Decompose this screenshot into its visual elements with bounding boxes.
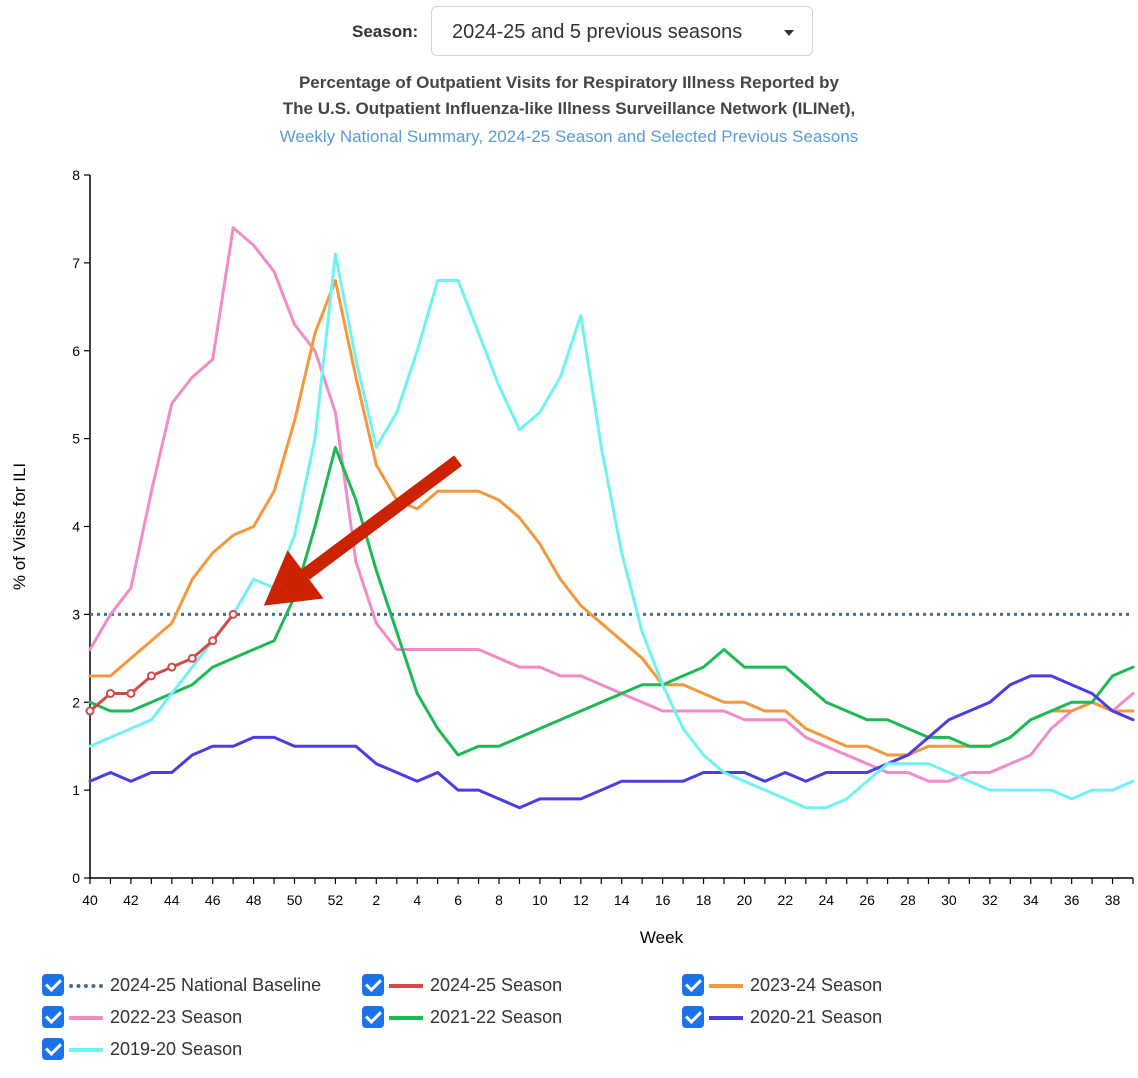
series-line-2020-21-season [88, 674, 1135, 810]
data-point-2024-25-season [228, 609, 238, 619]
season-label: Season: [352, 22, 419, 41]
legend-swatch [389, 1016, 423, 1020]
x-tick-label: 44 [164, 892, 180, 908]
legend-swatch [69, 1048, 103, 1052]
x-tick-label: 26 [859, 892, 875, 908]
data-point-2024-25-season [105, 688, 115, 698]
series-line-2021-22-season [88, 445, 1135, 757]
data-point-2024-25-season [146, 671, 156, 681]
legend-swatch [69, 984, 103, 988]
x-tick-label: 46 [205, 892, 221, 908]
legend-swatch [389, 984, 423, 988]
x-tick-label: 22 [778, 892, 794, 908]
legend-label: 2019-20 Season [110, 1039, 243, 1059]
legend: 2024-25 National Baseline 2024-25 Season 2… [0, 968, 1138, 1078]
series-line-2023-24-season [88, 279, 1135, 757]
checkbox-checked-icon[interactable] [682, 974, 704, 996]
chart-title-line2: The U.S. Outpatient Influenza-like Illne… [282, 99, 856, 118]
x-tick-label: 10 [532, 892, 548, 908]
checkbox-checked-icon[interactable] [42, 1006, 64, 1028]
checkbox-checked-icon[interactable] [362, 974, 384, 996]
legend-item-2024-25-season[interactable]: 2024-25 Season [362, 972, 662, 998]
legend-swatch [69, 1016, 103, 1020]
x-tick-label: 34 [1023, 892, 1039, 908]
chart-title-line1: Percentage of Outpatient Visits for Resp… [298, 73, 840, 92]
y-tick-label: 8 [72, 167, 80, 183]
y-tick-label: 1 [72, 782, 80, 798]
legend-label: 2020-21 Season [750, 1007, 883, 1027]
y-axis-label: % of Visits for ILI [10, 463, 29, 590]
x-tick-label: 2 [372, 892, 380, 908]
legend-label: 2024-25 Season [430, 975, 563, 995]
x-tick-label: 52 [328, 892, 344, 908]
x-tick-label: 50 [287, 892, 303, 908]
data-point-2024-25-season [208, 636, 218, 646]
legend-swatch [709, 984, 743, 988]
season-row: Season: 2024-25 and 5 previous seasons [0, 6, 1138, 58]
checkbox-checked-icon[interactable] [42, 974, 64, 996]
legend-label: 2024-25 National Baseline [110, 975, 322, 995]
data-point-2024-25-season [85, 706, 95, 716]
data-point-2024-25-season [126, 688, 136, 698]
annotation-arrow-head [263, 550, 324, 606]
x-tick-label: 18 [696, 892, 712, 908]
season-dropdown-value: 2024-25 and 5 previous seasons [452, 21, 743, 43]
legend-label: 2023-24 Season [750, 975, 883, 995]
y-tick-label: 3 [72, 606, 80, 622]
legend-item-2022-23-season[interactable]: 2022-23 Season [42, 1004, 342, 1030]
legend-item-2023-24-season[interactable]: 2023-24 Season [682, 972, 982, 998]
y-tick-label: 0 [72, 870, 80, 886]
y-tick-label: 4 [72, 519, 80, 535]
x-tick-label: 4 [413, 892, 421, 908]
season-dropdown[interactable]: 2024-25 and 5 previous seasons [431, 6, 813, 56]
legend-item-2024-25-national-baseline[interactable]: 2024-25 National Baseline [42, 972, 342, 998]
legend-swatch [709, 1016, 743, 1020]
y-tick-label: 6 [72, 343, 80, 359]
legend-item-2020-21-season[interactable]: 2020-21 Season [682, 1004, 982, 1030]
x-tick-label: 8 [495, 892, 503, 908]
legend-item-2021-22-season[interactable]: 2021-22 Season [362, 1004, 662, 1030]
x-tick-label: 28 [900, 892, 916, 908]
y-tick-label: 5 [72, 431, 80, 447]
x-tick-label: 14 [614, 892, 630, 908]
x-tick-label: 40 [82, 892, 98, 908]
chart-title-line3: Weekly National Summary, 2024-25 Season … [279, 127, 859, 146]
x-tick-label: 6 [454, 892, 462, 908]
y-tick-label: 2 [72, 694, 80, 710]
x-tick-label: 24 [818, 892, 834, 908]
y-tick-label: 7 [72, 255, 80, 271]
checkbox-checked-icon[interactable] [362, 1006, 384, 1028]
checkbox-checked-icon[interactable] [42, 1038, 64, 1060]
legend-label: 2022-23 Season [110, 1007, 243, 1027]
legend-item-2019-20-season[interactable]: 2019-20 Season [42, 1036, 342, 1062]
x-tick-label: 38 [1105, 892, 1121, 908]
chevron-down-icon [784, 30, 794, 36]
data-point-2024-25-season [167, 662, 177, 672]
x-tick-label: 42 [123, 892, 139, 908]
x-tick-label: 12 [573, 892, 589, 908]
data-point-2024-25-season [187, 653, 197, 663]
x-tick-label: 48 [246, 892, 262, 908]
legend-label: 2021-22 Season [430, 1007, 563, 1027]
x-tick-label: 16 [655, 892, 671, 908]
series-line-2019-20-season [88, 252, 1135, 810]
x-tick-label: 20 [737, 892, 753, 908]
checkbox-checked-icon[interactable] [682, 1006, 704, 1028]
x-tick-label: 36 [1064, 892, 1080, 908]
annotation-arrow-shaft [301, 455, 463, 580]
x-tick-label: 32 [982, 892, 998, 908]
x-tick-label: 30 [941, 892, 957, 908]
x-axis-label: Week [640, 928, 684, 947]
